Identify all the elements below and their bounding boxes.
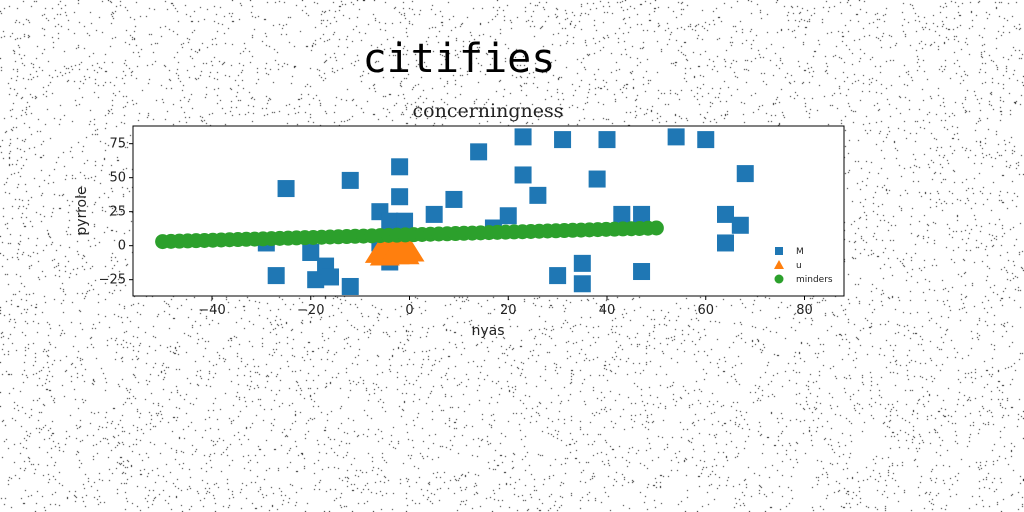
scatter-point-M (307, 271, 325, 289)
scatter-point-M (341, 171, 359, 189)
scatter-point-u (389, 240, 420, 265)
scatter-point-M (425, 205, 443, 223)
y-tick-label: −25 (99, 273, 126, 288)
scatter-point-M (633, 205, 651, 223)
legend-label: u (796, 261, 802, 271)
y-tick-label: 50 (109, 171, 126, 186)
legend-marker (774, 260, 784, 269)
x-tick-label: −20 (297, 303, 324, 318)
scatter-point-M (391, 188, 409, 206)
scatter-point-M (514, 166, 532, 184)
x-tick-label: −40 (198, 303, 225, 318)
legend-marker (774, 274, 784, 284)
y-axis-label: pyrrole (74, 186, 90, 235)
scatter-point-M (381, 212, 399, 230)
scatter-point-M (277, 180, 295, 198)
scatter-point-M (717, 205, 734, 223)
marks (155, 128, 754, 295)
scatter-point-M (302, 243, 320, 261)
scatter-point-M (667, 128, 685, 146)
x-tick-label: 60 (697, 303, 714, 318)
scatter-point-M (549, 267, 567, 285)
scatter-point-M (731, 216, 749, 234)
scatter-point-M (514, 128, 532, 146)
y-tick-label: 0 (118, 239, 126, 254)
scatter-point-M (529, 186, 547, 204)
figure-title: citifies (363, 36, 556, 82)
scatter-point-M (717, 234, 734, 252)
scatter-point-M (633, 263, 651, 281)
legend-label: minders (796, 275, 833, 285)
scatter-point-M (322, 268, 339, 286)
scatter-point-M (573, 275, 591, 293)
scatter-point-M (470, 143, 488, 161)
scatter-point-M (391, 158, 409, 176)
legend-marker (775, 247, 783, 255)
scatter-point-M (341, 277, 359, 295)
plot-area (132, 125, 845, 297)
x-tick-label: 40 (599, 303, 616, 318)
legend-label: M (796, 247, 804, 257)
y-tick-label: 75 (109, 137, 126, 152)
chart-title: concerningness (413, 100, 564, 122)
x-tick-label: 80 (796, 303, 813, 318)
scatter-point-minders (648, 220, 664, 236)
scatter-point-M (554, 131, 572, 149)
x-axis-label: nyas (471, 323, 504, 339)
scatter-point-M (267, 267, 285, 285)
y-tick-label: 25 (109, 205, 126, 220)
scatter-point-M (613, 205, 631, 223)
scatter-point-M (736, 165, 754, 183)
scatter-point-M (598, 131, 616, 149)
legend: Mu minders (774, 247, 833, 285)
scatter-point-M (396, 212, 414, 230)
x-tick-label: 20 (500, 303, 517, 318)
scatter-point-M (588, 170, 606, 188)
scatter-point-M (445, 190, 463, 208)
scatter-point-M (697, 131, 715, 149)
x-tick-label: 0 (405, 303, 413, 318)
scatter-point-M (573, 254, 591, 272)
scatter-point-M (499, 207, 517, 225)
